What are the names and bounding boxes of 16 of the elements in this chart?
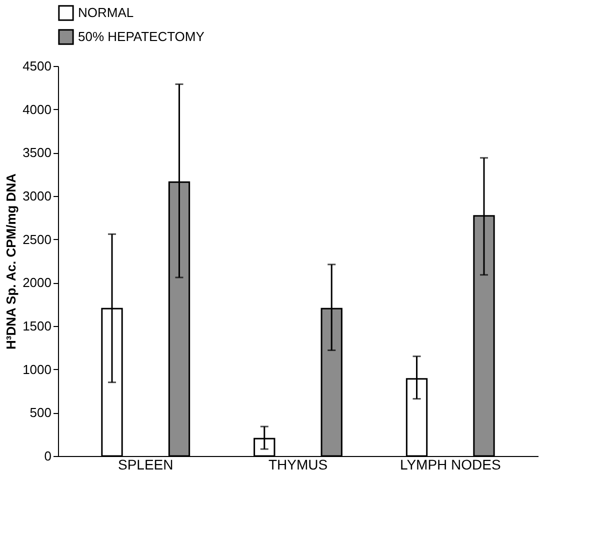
y-tick-label: 3000 <box>22 188 52 204</box>
legend-label: 50% HEPATECTOMY <box>78 29 205 44</box>
y-tick-label: 4000 <box>22 102 52 117</box>
legend-label: NORMAL <box>78 5 134 20</box>
y-axis-title: H³DNA Sp. Ac. CPM/mg DNA <box>4 172 19 350</box>
x-tick-label: SPLEEN <box>118 456 174 472</box>
y-tick-label: 2000 <box>22 275 52 290</box>
x-tick-label: THYMUS <box>268 456 328 472</box>
x-tick-label: LYMPH NODES <box>400 456 501 472</box>
y-tick-label: 2500 <box>22 232 52 247</box>
y-tick-label: 500 <box>30 405 52 420</box>
y-tick-label: 4500 <box>22 58 52 74</box>
y-tick-label: 3500 <box>22 145 52 160</box>
y-tick-label: 0 <box>44 448 52 464</box>
y-tick-label: 1000 <box>22 362 52 377</box>
y-tick-label: 1500 <box>22 318 52 334</box>
